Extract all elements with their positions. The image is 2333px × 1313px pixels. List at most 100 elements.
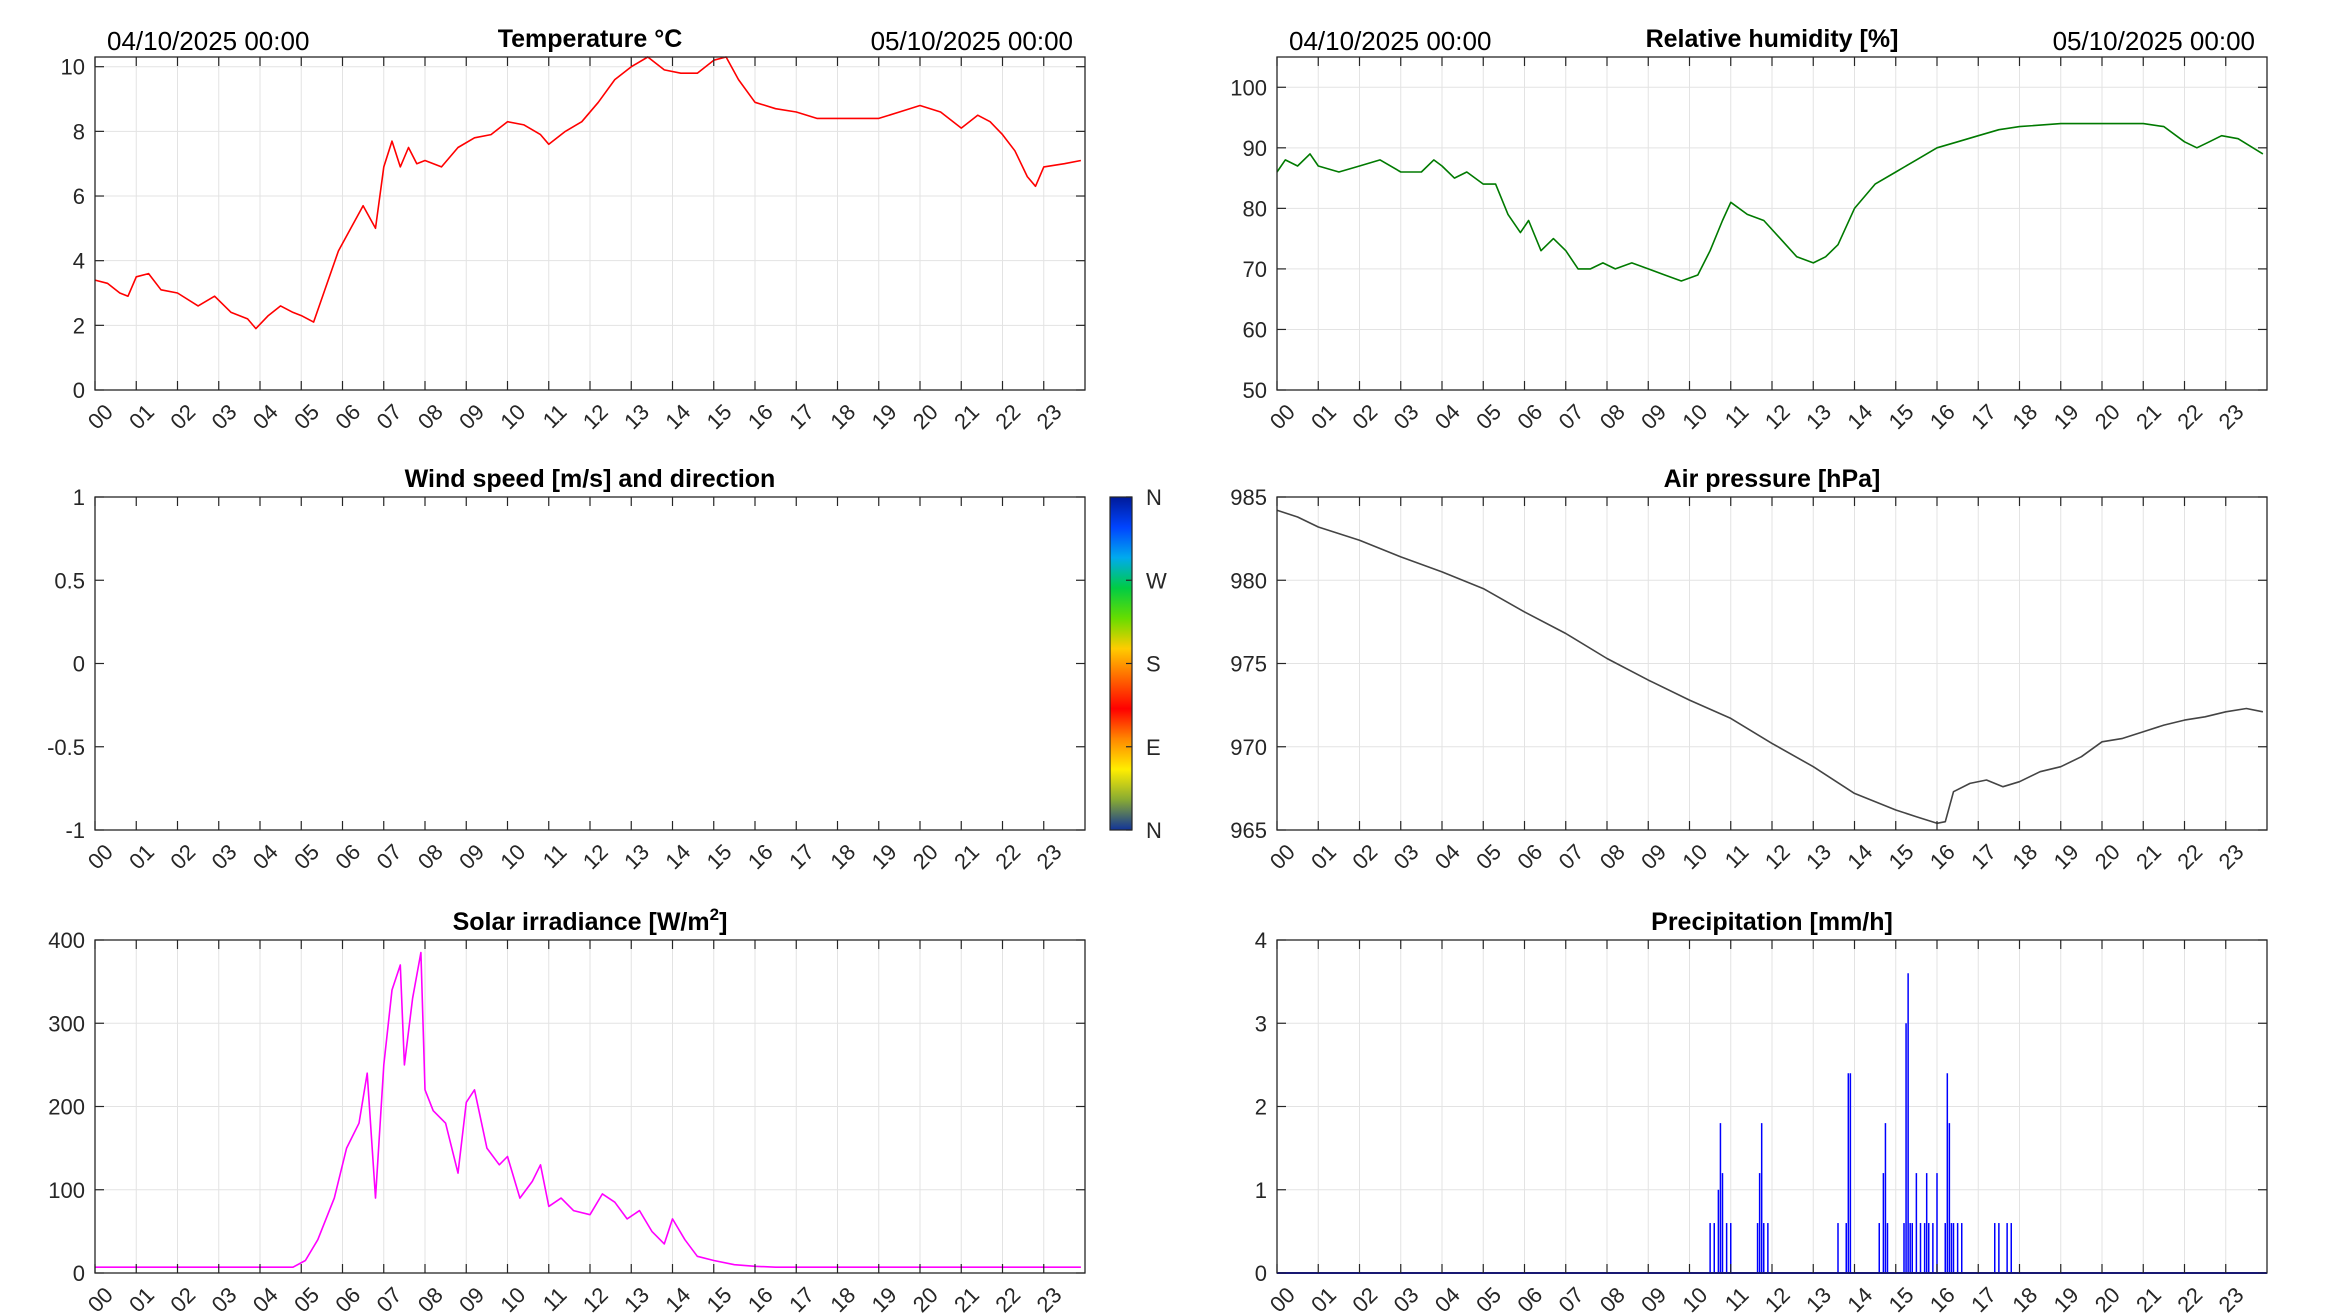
x-tick-label: 07 (1554, 399, 1589, 434)
y-tick-label: 1 (73, 485, 85, 510)
wind-direction-colorbar: N W S E N (1109, 485, 1167, 843)
y-tick-label: 70 (1243, 257, 1267, 282)
x-tick-label: 10 (495, 1282, 530, 1313)
y-tick-label: 400 (48, 928, 85, 953)
x-tick-label: 12 (1760, 399, 1795, 434)
x-tick-label: 02 (165, 1282, 200, 1313)
x-tick-label: 16 (743, 1282, 778, 1313)
y-tick-label: 1 (1255, 1178, 1267, 1203)
colorbar-label: W (1146, 568, 1167, 593)
x-tick-label: 04 (1430, 1282, 1465, 1313)
x-tick-label: 00 (83, 1282, 118, 1313)
chart-title: Relative humidity [%] (1646, 25, 1899, 53)
x-tick-label: 07 (372, 399, 407, 434)
y-tick-label: 970 (1230, 735, 1267, 760)
grid (95, 940, 1085, 1273)
x-tick-label: 23 (1032, 1282, 1067, 1313)
y-tick-label: 6 (73, 184, 85, 209)
x-tick-label: 02 (1347, 399, 1382, 434)
x-tick-label: 00 (83, 839, 118, 874)
x-tick-label: 21 (2131, 399, 2166, 434)
x-tick-label: 08 (413, 1282, 448, 1313)
x-tick-label: 05 (289, 1282, 324, 1313)
colorbar-label: N (1146, 818, 1162, 843)
y-axis: 0 2 4 6 8 10 (61, 55, 1085, 403)
x-tick-label: 11 (538, 839, 572, 873)
x-tick-label: 19 (2049, 399, 2084, 434)
y-tick-label: 100 (1230, 75, 1267, 100)
x-tick-label: 05 (289, 839, 324, 874)
plot-area (95, 497, 1085, 830)
x-tick-label: 23 (2214, 399, 2249, 434)
x-tick-label: 07 (1554, 1282, 1589, 1313)
x-tick-label: 13 (1801, 1282, 1836, 1313)
x-tick-label: 02 (165, 399, 200, 434)
x-tick-label: 20 (908, 1282, 943, 1313)
x-tick-label: 13 (1801, 399, 1836, 434)
x-tick-label: 20 (908, 399, 943, 434)
x-tick-label: 21 (2131, 1282, 2166, 1313)
x-tick-label: 12 (578, 839, 613, 874)
x-tick-label: 11 (1720, 839, 1754, 873)
y-axis: 0 1 2 3 4 (1255, 928, 2267, 1286)
x-tick-label: 13 (1801, 839, 1836, 874)
x-tick-label: 10 (495, 399, 530, 434)
x-tick-label: 08 (1595, 399, 1630, 434)
x-tick-label: 00 (1265, 399, 1300, 434)
colorbar-label: N (1146, 485, 1162, 510)
x-tick-label: 17 (1966, 399, 2001, 434)
date-start-label: 04/10/2025 00:00 (1289, 26, 1491, 56)
x-tick-label: 09 (1636, 1282, 1671, 1313)
x-tick-label: 01 (124, 1282, 159, 1313)
x-tick-label: 19 (2049, 839, 2084, 874)
x-tick-label: 00 (1265, 1282, 1300, 1313)
y-tick-label: 0 (1255, 1261, 1267, 1286)
series-line (95, 951, 1081, 1268)
x-tick-label: 15 (1884, 839, 1919, 874)
x-tick-label: 11 (538, 1282, 572, 1313)
date-start-label: 04/10/2025 00:00 (107, 26, 309, 56)
grid (1277, 497, 2267, 830)
y-tick-label: 100 (48, 1178, 85, 1203)
x-tick-label: 21 (2131, 839, 2166, 874)
chart-title-text: Wind speed [m/s] and direction (405, 465, 776, 493)
y-tick-label: 0 (73, 1261, 85, 1286)
y-tick-label: 300 (48, 1011, 85, 1036)
x-tick-label: 06 (330, 839, 365, 874)
x-tick-label: 03 (1389, 839, 1424, 874)
x-tick-label: 23 (2214, 1282, 2249, 1313)
x-tick-label: 09 (454, 839, 489, 874)
x-tick-label: 09 (454, 1282, 489, 1313)
x-tick-label: 02 (1347, 839, 1382, 874)
x-tick-label: 15 (702, 1282, 737, 1313)
chart-title-text: Temperature °C (498, 25, 683, 53)
x-tick-label: 16 (743, 399, 778, 434)
y-axis: -1 -0.5 0 0.5 1 (47, 485, 1085, 843)
y-axis: 50 60 70 80 90 100 (1230, 75, 2267, 403)
x-tick-label: 04 (248, 1282, 283, 1313)
chart-title-text: Relative humidity [%] (1646, 25, 1899, 53)
x-tick-label: 14 (660, 1282, 695, 1313)
x-tick-label: 09 (1636, 399, 1671, 434)
chart-title-text: Air pressure [hPa] (1664, 465, 1881, 493)
colorbar-label: S (1146, 652, 1161, 677)
y-tick-label: 0.5 (54, 568, 85, 593)
y-tick-label: 4 (1255, 928, 1267, 953)
x-tick-label: 15 (702, 839, 737, 874)
y-tick-label: 0 (73, 378, 85, 403)
x-tick-label: 20 (2090, 839, 2125, 874)
x-tick-label: 07 (1554, 839, 1589, 874)
x-tick-label: 11 (1720, 1282, 1754, 1313)
y-tick-label: -1 (65, 818, 85, 843)
colorbar-label: E (1146, 735, 1161, 760)
x-tick-label: 17 (784, 839, 819, 874)
x-tick-label: 20 (908, 839, 943, 874)
x-tick-label: 21 (949, 1282, 984, 1313)
x-tick-label: 17 (784, 399, 819, 434)
y-tick-label: 200 (48, 1095, 85, 1120)
x-tick-label: 01 (124, 839, 159, 874)
x-tick-label: 18 (2007, 1282, 2042, 1313)
x-tick-label: 22 (990, 839, 1025, 874)
